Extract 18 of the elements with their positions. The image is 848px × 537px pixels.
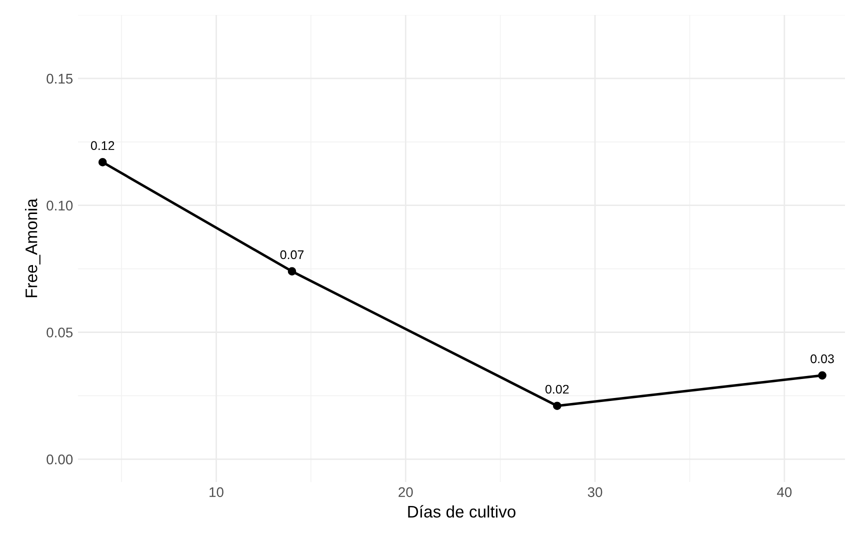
- data-label: 0.02: [545, 384, 569, 394]
- point: [818, 371, 826, 380]
- y-tick-label: 0.05: [46, 328, 73, 338]
- data-label: 0.03: [810, 354, 834, 364]
- y-tick-label: 0.10: [46, 200, 73, 211]
- y-axis-title: Free_Amonia: [25, 198, 40, 298]
- x-tick-label: 20: [398, 487, 413, 498]
- x-tick-label: 40: [776, 487, 792, 498]
- x-tick-label: 10: [210, 487, 224, 498]
- y-tick-label: 0.15: [46, 74, 73, 84]
- y-tick-label: 0.00: [46, 454, 73, 464]
- x-tick-label: 30: [588, 487, 602, 498]
- point: [552, 402, 562, 410]
- x-axis-title: Días de cultivo: [408, 505, 516, 518]
- data-label: 0.07: [280, 250, 304, 260]
- data-label: 0.12: [90, 141, 114, 150]
- point: [288, 267, 296, 276]
- point: [98, 158, 107, 166]
